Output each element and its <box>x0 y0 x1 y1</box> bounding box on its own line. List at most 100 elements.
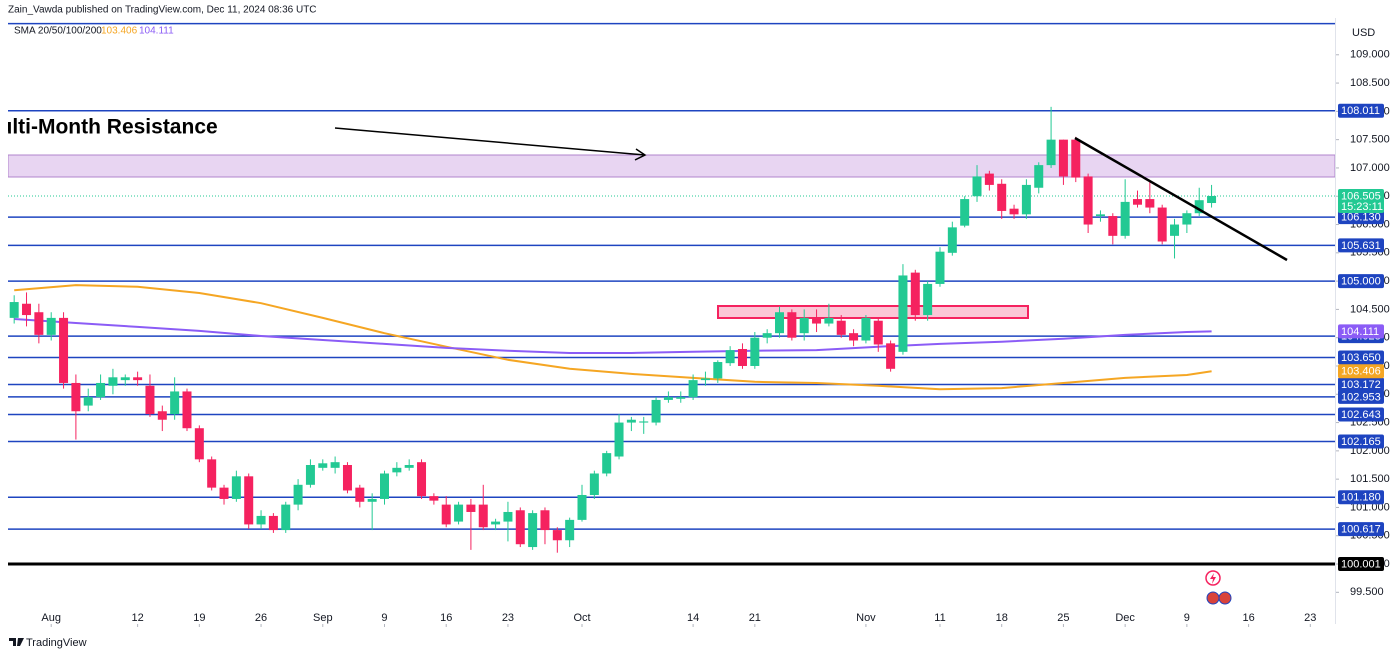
candle-body <box>9 302 19 318</box>
candle-body <box>935 251 945 284</box>
candle-body <box>552 530 562 541</box>
candle-body <box>713 362 723 379</box>
flag-icon[interactable] <box>1206 591 1220 605</box>
x-tick-label: 9 <box>1184 612 1190 624</box>
candle-body <box>268 515 278 531</box>
level-label-box <box>1338 434 1384 449</box>
sma-label-box <box>1338 324 1384 339</box>
event-icon-bolt <box>1210 573 1216 584</box>
level-label: 101.180 <box>1341 492 1381 504</box>
candle-body <box>626 419 636 423</box>
level-label-box <box>1338 350 1384 365</box>
candle-body <box>824 317 834 324</box>
brand: TradingView <box>9 637 87 649</box>
arrow <box>334 127 646 156</box>
level-label: 102.953 <box>1341 391 1381 403</box>
candle-body <box>947 227 957 253</box>
candle-body <box>96 382 106 398</box>
level-label-box <box>1338 103 1384 118</box>
arrow-head <box>634 148 647 161</box>
sma-line <box>14 284 1212 391</box>
candle-body <box>886 343 896 369</box>
supply-box <box>717 305 1029 319</box>
candle-body <box>22 303 32 316</box>
y-tick-label: 104.500 <box>1350 303 1390 315</box>
candle-body <box>960 199 970 226</box>
candle-body <box>342 465 352 491</box>
candle-body <box>170 391 180 415</box>
countdown: 15:23:11 <box>1341 201 1383 213</box>
candle-body <box>46 317 56 335</box>
x-tick-label: 21 <box>749 612 761 624</box>
candle-body <box>133 377 143 381</box>
candle-body <box>1207 195 1217 204</box>
y-tick-label: 101.000 <box>1350 501 1390 513</box>
candle-body <box>923 283 933 316</box>
level-label-box <box>1338 522 1384 537</box>
key-level-label: 100.001 <box>1341 558 1381 570</box>
candle-body <box>417 462 427 497</box>
candle-body <box>157 411 167 420</box>
candle-body <box>1157 207 1167 242</box>
candle-body <box>836 320 846 335</box>
candle-body <box>1120 201 1130 236</box>
candle-body <box>972 176 982 197</box>
candle-body <box>207 459 217 488</box>
candle-body <box>355 487 365 502</box>
candle-body <box>454 504 464 522</box>
indicator-label: SMA 20/50/100/200 <box>14 26 102 37</box>
candle-body <box>404 465 414 468</box>
level-label-box <box>1338 238 1384 253</box>
level-label: 108.011 <box>1341 105 1380 117</box>
candle-body <box>59 317 69 383</box>
resistance-zone <box>8 154 1335 178</box>
level-label-box <box>1338 377 1384 392</box>
level-label: 106.130 <box>1341 212 1381 224</box>
candle-body <box>528 513 538 548</box>
candle-body <box>589 473 599 495</box>
candle-body <box>1145 199 1155 208</box>
candle-body <box>787 312 797 338</box>
candle-body <box>577 494 587 520</box>
candle-body <box>799 317 809 334</box>
candle-body <box>281 504 291 531</box>
candle-body <box>515 510 525 545</box>
currency: USD <box>1352 27 1375 39</box>
moving-averages <box>14 284 1212 391</box>
brand-name: TradingView <box>26 637 87 649</box>
legend: SMA 20/50/100/200 103.406 104.111 <box>14 26 174 37</box>
candle-body <box>108 377 118 386</box>
x-tick-label: 23 <box>1304 612 1316 624</box>
candle-body <box>466 504 476 512</box>
flag-icon[interactable] <box>1218 591 1232 605</box>
plot: Multi-Month Resistance <box>8 22 1335 566</box>
x-tick-label: 26 <box>255 612 267 624</box>
candle-body <box>392 467 402 473</box>
candle-body <box>540 510 550 531</box>
candle-body <box>898 275 908 352</box>
last-price-box <box>1338 188 1384 213</box>
candle-body <box>429 496 439 501</box>
x-tick-label: 11 <box>934 612 945 624</box>
candle-body <box>293 484 303 505</box>
price-tags: 108.011106.130105.631105.000104.028103.6… <box>1338 103 1384 571</box>
key-level-label-box <box>1338 556 1384 571</box>
candle-body <box>1095 214 1105 217</box>
candle-body <box>676 397 686 399</box>
candle-body <box>194 428 204 460</box>
candle-body <box>1132 199 1142 205</box>
candle-body <box>219 487 229 499</box>
legend-value: 103.406 <box>101 26 138 37</box>
candle-body <box>861 317 871 341</box>
y-tick-label: 109.000 <box>1350 49 1390 61</box>
candle-body <box>1071 139 1081 178</box>
y-tick-label: 99.500 <box>1350 586 1384 598</box>
sma-label: 103.406 <box>1341 366 1381 378</box>
y-tick-label: 107.500 <box>1350 134 1390 146</box>
candle-body <box>71 382 81 412</box>
level-label: 105.631 <box>1341 240 1381 252</box>
x-tick-label: Nov <box>856 612 876 624</box>
candle-body <box>305 465 315 485</box>
candle-body <box>663 397 673 400</box>
level-label: 102.643 <box>1341 409 1381 421</box>
